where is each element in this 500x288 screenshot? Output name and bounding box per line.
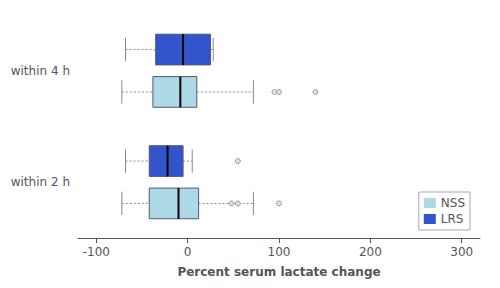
svg-text:100: 100 <box>268 245 291 259</box>
svg-text:200: 200 <box>359 245 382 259</box>
svg-text:within 2 h: within 2 h <box>11 175 70 189</box>
svg-text:NSS: NSS <box>441 196 465 210</box>
svg-text:300: 300 <box>450 245 473 259</box>
svg-text:LRS: LRS <box>441 212 464 226</box>
svg-text:within 4 h: within 4 h <box>11 64 70 78</box>
svg-text:Percent serum lactate change: Percent serum lactate change <box>177 265 380 279</box>
svg-text:-100: -100 <box>83 245 110 259</box>
svg-text:0: 0 <box>184 245 192 259</box>
